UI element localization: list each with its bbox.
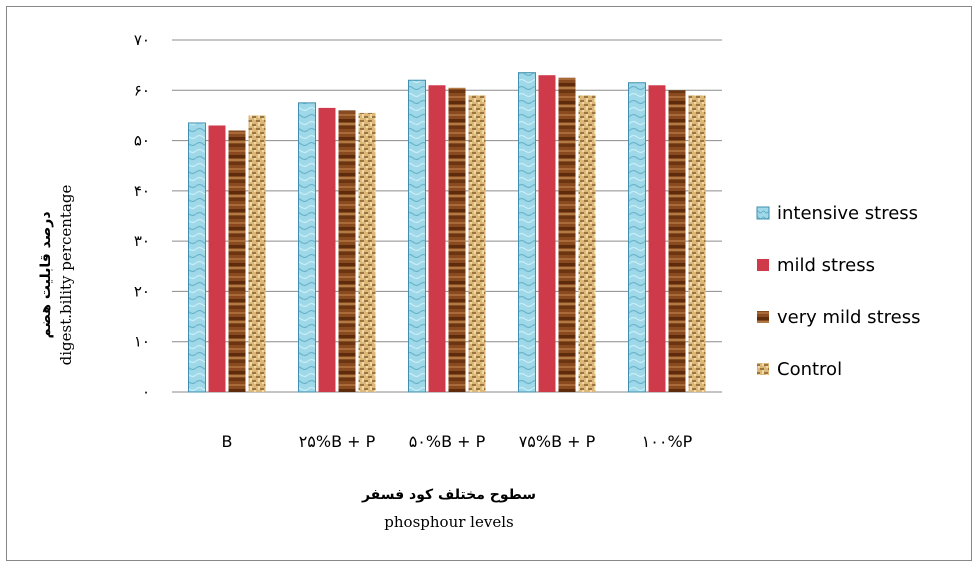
y-tick-label: ۱۰ (134, 333, 150, 351)
bar-mild-stress (648, 85, 666, 392)
bar-very-mild-stress (228, 130, 246, 392)
bar-very-mild-stress (558, 77, 576, 392)
x-tick-label: ۱۰۰%P (642, 432, 693, 451)
legend-label: mild stress (777, 255, 875, 276)
bar-very-mild-stress (668, 90, 686, 393)
y-tick-label: ۳۰ (134, 232, 150, 250)
bar-intensive-stress (408, 79, 426, 393)
bar-mild-stress (428, 85, 446, 392)
bar-mild-stress (318, 107, 336, 392)
axis-titles: درصد قابلیت هضم digest.bility percentage… (38, 185, 536, 531)
y-tick-label: ۷۰ (134, 31, 150, 49)
y-tick-label: ۵۰ (134, 132, 150, 150)
bar-control (688, 95, 706, 393)
legend-label: Control (777, 359, 842, 380)
y-axis-title: digest.bility percentage (57, 185, 75, 366)
bar-very-mild-stress (338, 110, 356, 393)
bar-intensive-stress (188, 122, 206, 393)
bar-intensive-stress (518, 72, 536, 393)
legend-swatch (756, 206, 770, 220)
bar-control (248, 115, 266, 392)
legend-label: very mild stress (777, 307, 920, 328)
x-tick-label: ۲۵%B + P (299, 432, 376, 451)
bar-intensive-stress (298, 102, 316, 393)
y-tick-label: ۰ (142, 383, 150, 401)
legend-label: intensive stress (777, 203, 918, 224)
bars (188, 72, 706, 393)
y-tick-label: ۲۰ (134, 282, 150, 300)
bar-control (358, 112, 376, 393)
y-tick-label: ۴۰ (134, 182, 150, 200)
y-tick-labels: ۰ ۱۰ ۲۰ ۳۰ ۴۰ ۵۰ ۶۰ ۷۰ (134, 31, 150, 401)
bar-control (468, 95, 486, 393)
bar-very-mild-stress (448, 87, 466, 393)
y-tick-label: ۶۰ (134, 81, 150, 99)
legend-swatch (757, 311, 769, 323)
x-tick-label: B (222, 432, 233, 451)
y-axis-title-fa: درصد قابلیت هضم (38, 211, 54, 338)
chart-frame (6, 6, 972, 561)
x-axis-title-fa: سطوح مختلف کود فسفر (361, 487, 536, 503)
bar-intensive-stress (628, 82, 646, 393)
bar-mild-stress (538, 75, 556, 392)
bar-control (578, 95, 596, 393)
legend: intensive stress mild stress very mild str… (756, 203, 920, 380)
legend-swatch (757, 259, 769, 271)
x-tick-labels: B ۲۵%B + P ۵۰%B + P ۷۵%B + P ۱۰۰%P (222, 432, 693, 451)
bar-mild-stress (208, 125, 226, 392)
x-tick-label: ۷۵%B + P (519, 432, 596, 451)
x-tick-label: ۵۰%B + P (409, 432, 486, 451)
x-axis-title: phosphour levels (384, 513, 513, 531)
legend-swatch (757, 363, 769, 375)
